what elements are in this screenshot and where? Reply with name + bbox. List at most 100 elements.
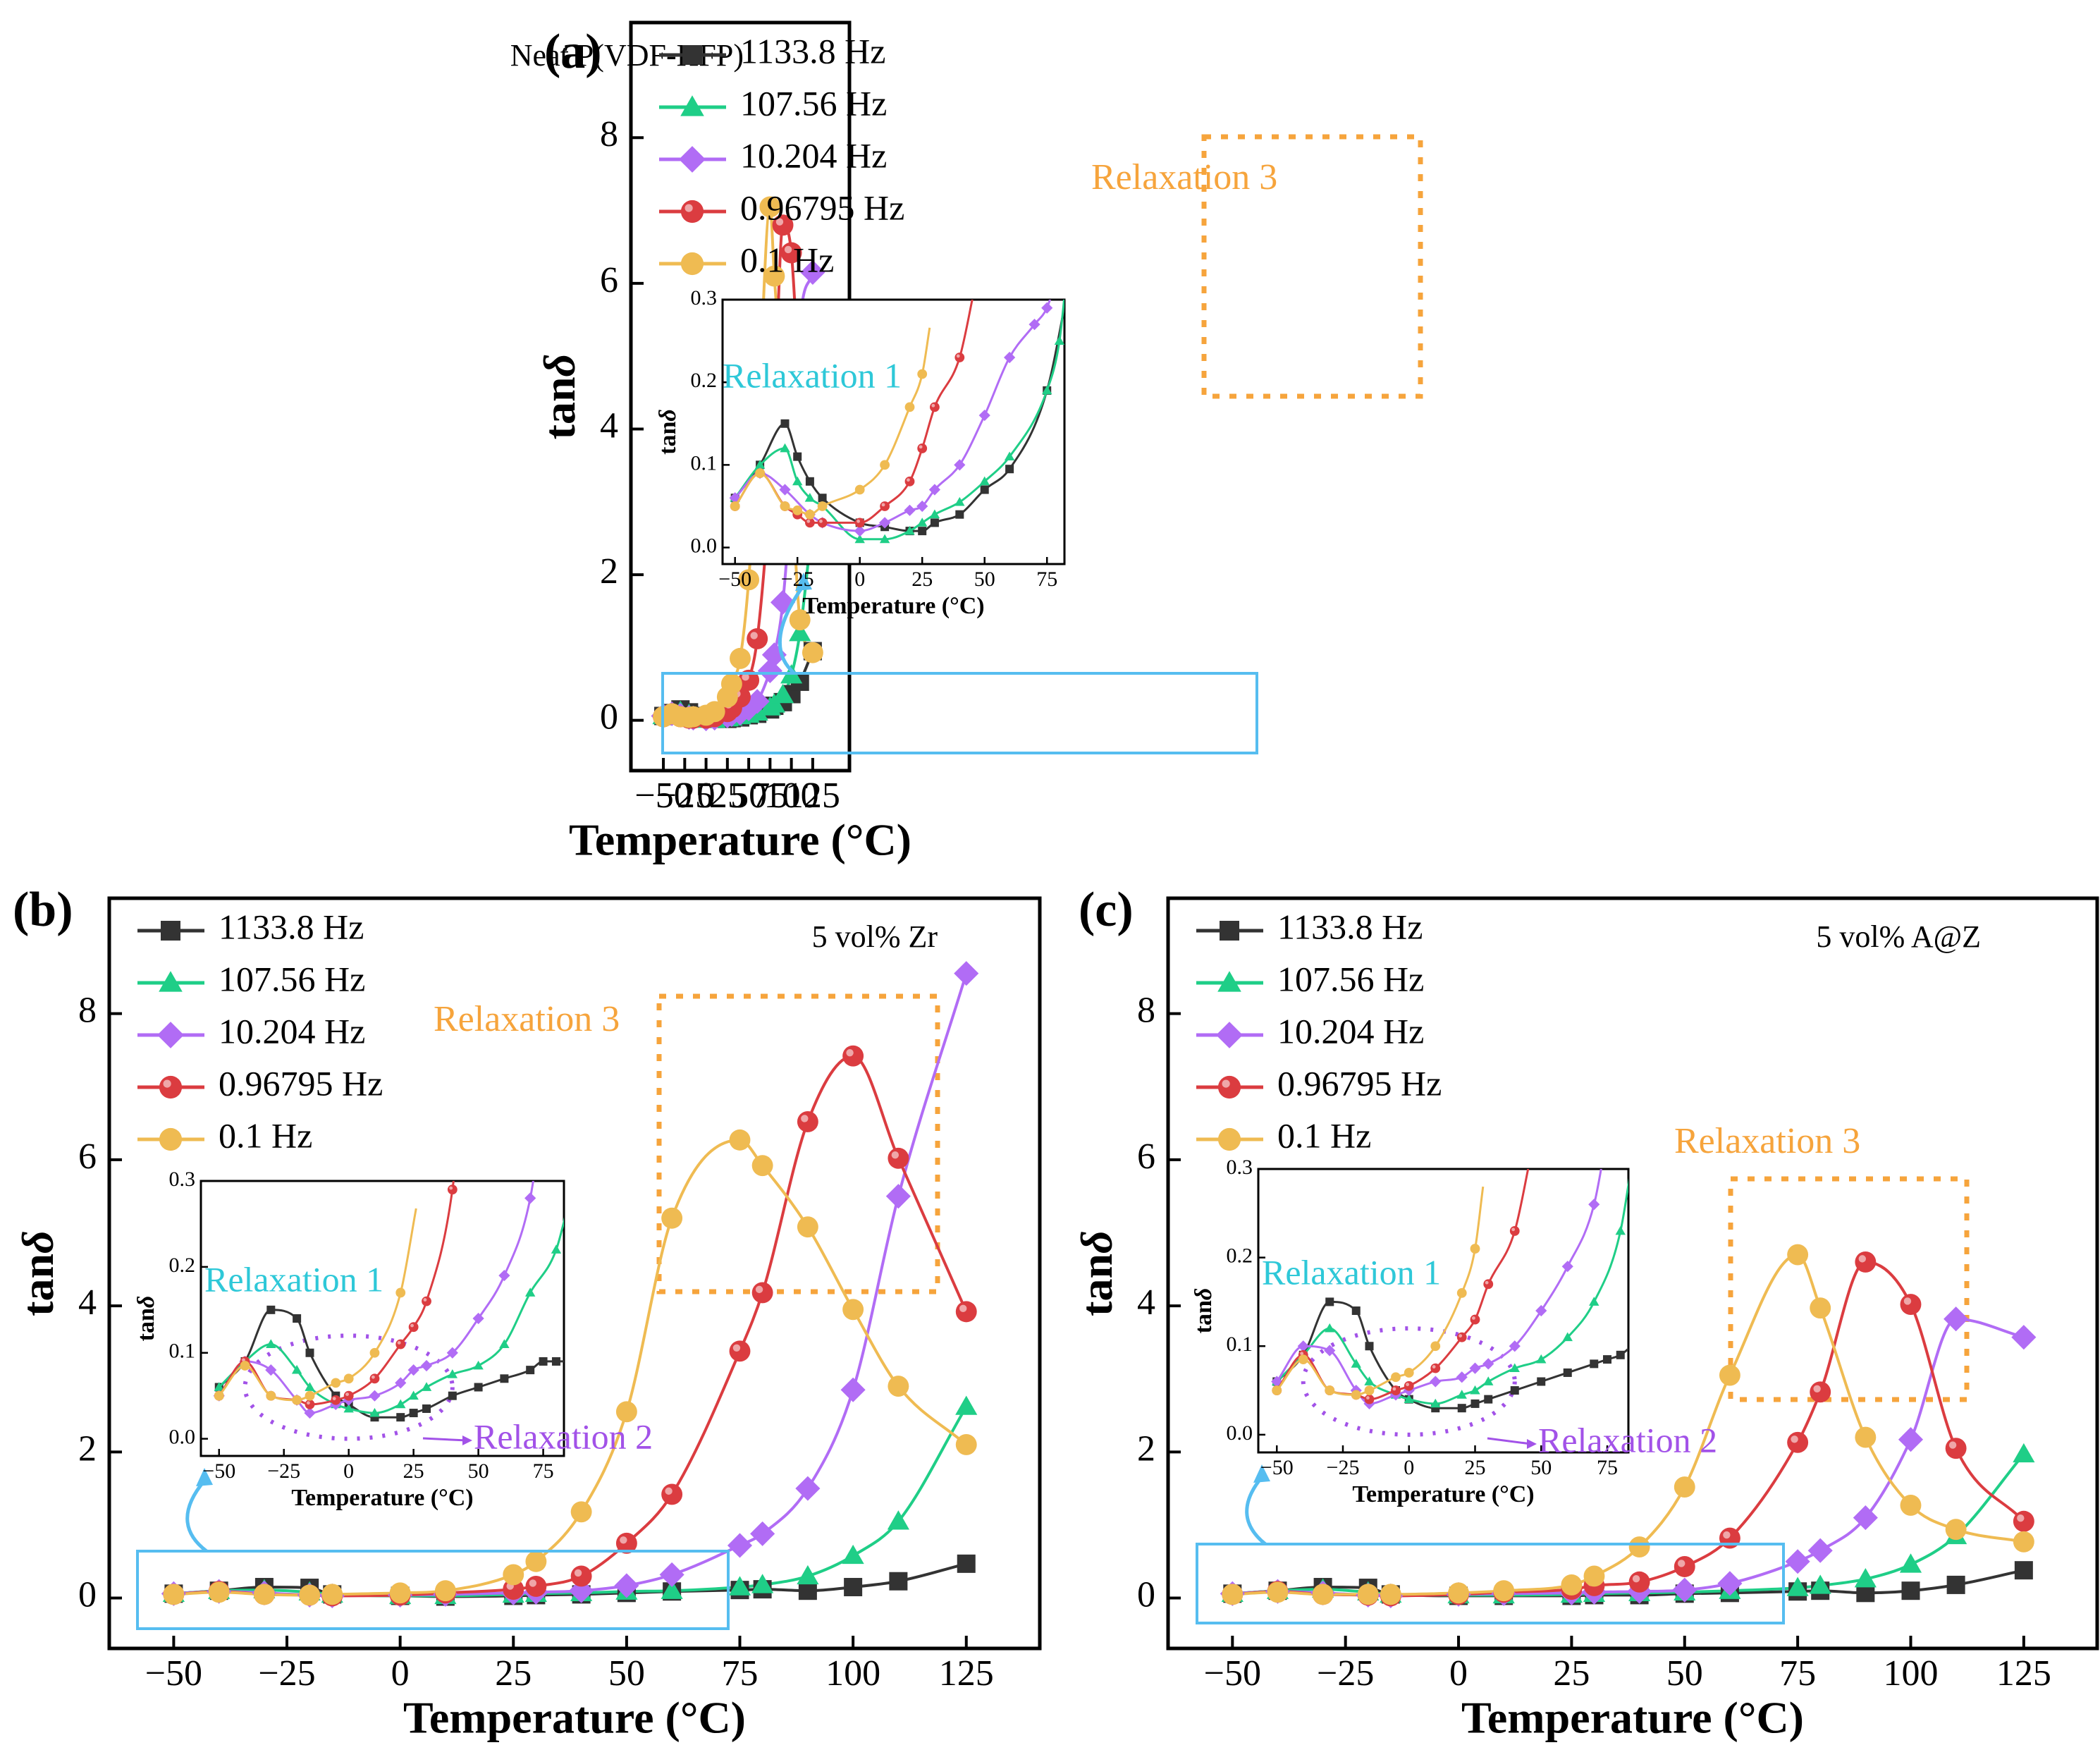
inset-data-point (904, 476, 915, 486)
inset-data-point-body (408, 1322, 419, 1333)
inset-data-point (917, 369, 928, 379)
data-point-body (888, 1147, 909, 1169)
legend-marker-body (680, 200, 704, 224)
inset-x-tick-label: −25 (781, 568, 814, 591)
inset-data-point (930, 402, 940, 412)
y-axis-title: tanδ (534, 354, 584, 440)
data-point (570, 1501, 592, 1523)
data-point-body (751, 1282, 773, 1304)
legend-label: 107.56 Hz (219, 959, 365, 998)
data-point-shine (1723, 1531, 1731, 1539)
data-point (887, 1510, 909, 1530)
inset-data-point (754, 460, 766, 469)
data-point (727, 1533, 753, 1558)
inset-data-point (369, 1407, 380, 1417)
sample-label: 5 vol% A@Z (1816, 919, 1981, 954)
inset-data-point (498, 1269, 510, 1282)
inset-data-point (1456, 1332, 1467, 1342)
data-point (840, 1377, 866, 1402)
data-point-shine (742, 673, 749, 681)
legend-label: 107.56 Hz (740, 83, 887, 123)
inset: −50 −25 0 25 50 75 0.0 0.1 0.2 0.3 Temperature (°C… (133, 1168, 565, 1511)
inset-data-point-shine (345, 1392, 349, 1396)
inset-y-tick-label: 0.2 (1227, 1244, 1253, 1268)
y-tick-label: 2 (78, 1428, 97, 1469)
inset-data-point (1561, 1261, 1573, 1273)
data-point (729, 1129, 751, 1151)
inset-data-point (1509, 1363, 1520, 1373)
data-point (728, 1576, 751, 1596)
inset-data-point (1483, 1279, 1494, 1290)
inset-data-point-shine (1459, 1334, 1463, 1337)
legend-label: 0.96795 Hz (740, 188, 904, 227)
inset-data-point (1042, 385, 1052, 395)
data-point (1944, 1306, 1969, 1332)
y-tick-label: 4 (1137, 1282, 1155, 1323)
panel-2: −50 −25 0 25 50 75 100 125 0 2 4 6 8 Temperature (°C)… (1072, 883, 2099, 1743)
inset-data-point-body (447, 1184, 458, 1195)
x-axis-title: Temperature (°C) (403, 1693, 746, 1743)
inset-data-point (369, 1390, 381, 1402)
data-point-shine (1858, 1255, 1866, 1263)
inset-data-point (1430, 1363, 1441, 1373)
inset-y-tick-label: 0.1 (1227, 1333, 1253, 1356)
legend-label: 0.1 Hz (219, 1115, 312, 1155)
data-point (888, 1147, 909, 1169)
y-tick-label: 0 (600, 697, 618, 737)
inset-data-point (266, 1390, 276, 1401)
inset-data-point (1325, 1297, 1334, 1306)
inset-data-point (1004, 451, 1015, 461)
inset-data-point (1563, 1368, 1572, 1377)
inset-y-tick-label: 0.0 (691, 534, 718, 557)
inset-data-point (1325, 1323, 1335, 1333)
data-point (842, 1299, 864, 1321)
inset-data-point-body (1364, 1394, 1375, 1404)
legend-label: 10.204 Hz (1277, 1011, 1424, 1051)
relaxation2-arrow (1487, 1437, 1532, 1445)
inset-plot-area (213, 1181, 564, 1441)
inset-data-point-shine (1432, 1365, 1436, 1369)
relaxation1-label: Relaxation 1 (204, 1259, 383, 1299)
inset-data-point (1456, 1390, 1467, 1399)
inset-data-point-body (917, 443, 928, 453)
highlight-box (661, 672, 1258, 754)
inset-data-point (395, 1399, 406, 1409)
x-tick-label: −25 (656, 776, 713, 816)
inset-data-point (395, 1287, 406, 1298)
x-tick-label: 75 (722, 1653, 759, 1694)
inset-data-point (447, 1369, 458, 1378)
inset-data-point-shine (1366, 1396, 1370, 1400)
data-point-body (2013, 1510, 2034, 1532)
inset-x-tick-label: −25 (267, 1459, 300, 1483)
data-point-shine (959, 1304, 967, 1313)
inset-data-point (880, 460, 890, 470)
inset-x-tick-label: 25 (1465, 1456, 1486, 1479)
inset-data-point (805, 518, 815, 528)
x-tick-label: 100 (1883, 1653, 1938, 1694)
data-point (1900, 1495, 1922, 1516)
inset-data-point (551, 1244, 562, 1254)
legend-label: 10.204 Hz (219, 1011, 365, 1051)
relaxation1-label: Relaxation 1 (723, 355, 902, 395)
inset-data-point (1484, 1395, 1493, 1404)
legend-marker (1217, 1127, 1241, 1151)
inset-x-tick-label: 25 (403, 1459, 424, 1483)
relaxation2-ellipse (1301, 1326, 1517, 1437)
legend-marker (157, 1022, 184, 1048)
data-point (751, 1282, 773, 1304)
data-point-shine (1632, 1575, 1640, 1583)
inset-data-point (1351, 1359, 1361, 1368)
inset-data-point-shine (371, 1375, 375, 1379)
inset-data-point (1005, 465, 1014, 474)
inset-data-point-body (817, 518, 828, 528)
data-point (1628, 1536, 1650, 1557)
inset-data-point-shine (1511, 1228, 1516, 1232)
data-point (1786, 1577, 1809, 1596)
inset-data-point (1509, 1340, 1521, 1352)
data-point-body (661, 1483, 683, 1505)
data-point (771, 683, 794, 704)
inset-data-point-body (1404, 1380, 1414, 1391)
data-point (1222, 1584, 1244, 1605)
plot-frame (1166, 896, 2099, 1651)
x-tick-label: 125 (785, 776, 840, 816)
